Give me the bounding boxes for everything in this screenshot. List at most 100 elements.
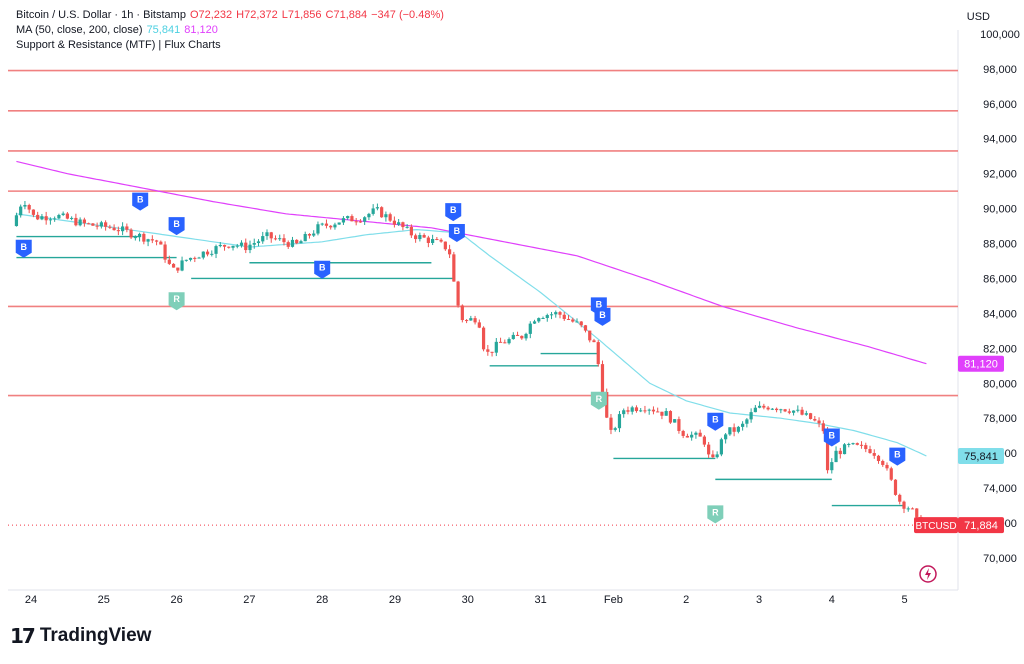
candle-body xyxy=(520,335,524,339)
candle-body xyxy=(129,229,133,238)
candle-body xyxy=(388,214,392,221)
legend-high: H72,372 xyxy=(236,9,278,21)
break-marker[interactable]: B xyxy=(314,260,331,279)
break-marker[interactable]: B xyxy=(168,217,185,236)
break-marker[interactable]: B xyxy=(445,203,462,222)
x-tick-label: 5 xyxy=(902,594,908,606)
candle-body xyxy=(681,430,685,436)
candle-body xyxy=(685,435,690,438)
price-axis-label: 81,120 xyxy=(958,355,1004,372)
candle-body xyxy=(448,249,452,255)
candle-body xyxy=(299,241,303,244)
candle-body xyxy=(715,454,719,458)
price-axis-label-bg xyxy=(958,447,1004,464)
candle-body xyxy=(541,318,545,320)
marker-label: B xyxy=(829,430,836,440)
candle-body xyxy=(613,428,617,430)
candle-body xyxy=(222,244,227,247)
candle-body xyxy=(651,409,656,412)
candle-body xyxy=(851,443,855,445)
legend-ma-row: MA (50, close, 200, close) 75,841 81,120 xyxy=(16,23,448,38)
candle-body xyxy=(791,410,796,413)
candle-body xyxy=(443,241,447,250)
break-marker[interactable]: B xyxy=(594,307,611,326)
candle-body xyxy=(392,220,396,225)
candle-body xyxy=(838,450,842,455)
tradingview-logo-icon: 17 xyxy=(10,624,36,648)
candle-body xyxy=(82,219,86,224)
candle-body xyxy=(758,405,762,408)
candle-body xyxy=(834,450,838,463)
candle-body xyxy=(341,218,346,223)
y-tick-label: 70,000 xyxy=(983,553,1017,565)
candle-body xyxy=(872,453,876,456)
candle-body xyxy=(61,213,65,215)
candle-body xyxy=(910,508,915,510)
tradingview-logo[interactable]: 17 TradingView xyxy=(10,624,151,648)
candle-body xyxy=(749,412,753,420)
candle-body xyxy=(808,413,813,419)
x-tick-label: 28 xyxy=(316,594,328,606)
retest-marker[interactable]: R xyxy=(168,292,185,311)
break-marker[interactable]: B xyxy=(132,192,149,211)
candle-body xyxy=(384,214,388,218)
break-marker[interactable]: B xyxy=(823,428,840,447)
candle-body xyxy=(154,240,159,242)
candle-body xyxy=(719,439,723,455)
retest-marker[interactable]: R xyxy=(590,391,607,410)
candle-body xyxy=(813,418,817,421)
candle-body xyxy=(825,431,830,471)
y-tick-label: 90,000 xyxy=(983,204,1017,216)
candle-body xyxy=(354,221,358,223)
retest-marker[interactable]: R xyxy=(707,505,724,524)
candle-body xyxy=(876,455,881,462)
break-marker[interactable]: B xyxy=(707,412,724,431)
candle-body xyxy=(269,232,273,239)
candle-body xyxy=(532,321,537,324)
candle-body xyxy=(286,242,290,247)
break-marker[interactable]: B xyxy=(448,224,465,243)
price-axis-label-text: 81,120 xyxy=(964,359,998,371)
ma50-line xyxy=(16,213,927,457)
candle-body xyxy=(303,233,307,242)
candle-body xyxy=(511,334,515,340)
candle-body xyxy=(889,468,893,480)
candle-body xyxy=(405,226,409,228)
candle-body xyxy=(515,334,520,336)
candle-body xyxy=(562,314,566,319)
candle-body xyxy=(23,205,27,207)
candle-body xyxy=(329,225,333,228)
candle-body xyxy=(350,216,354,222)
legend-ma200-value: 81,120 xyxy=(184,24,218,36)
y-tick-label: 100,000 xyxy=(980,29,1020,41)
candle-body xyxy=(821,423,825,432)
candle-body xyxy=(745,419,749,424)
marker-shape xyxy=(707,412,724,431)
candle-body xyxy=(464,320,469,322)
candle-body xyxy=(235,245,239,247)
marker-label: B xyxy=(599,310,606,320)
break-marker[interactable]: B xyxy=(889,447,906,466)
candle-body xyxy=(87,223,91,225)
break-marker[interactable]: B xyxy=(15,239,32,258)
candle-body xyxy=(159,241,163,245)
legend-low: L71,856 xyxy=(281,9,322,21)
candle-body xyxy=(193,257,197,259)
candle-body xyxy=(724,434,728,440)
currency-label[interactable]: USD xyxy=(966,11,990,23)
candle-body xyxy=(605,392,609,418)
candle-body xyxy=(893,479,898,495)
candle-body xyxy=(78,219,82,226)
lightning-icon[interactable] xyxy=(919,565,937,583)
candle-body xyxy=(741,423,745,427)
candle-body xyxy=(490,351,494,353)
x-tick-label: 3 xyxy=(756,594,762,606)
marker-shape xyxy=(707,505,724,524)
candle-body xyxy=(456,281,460,306)
candle-body xyxy=(422,235,426,238)
x-tick-label: 25 xyxy=(98,594,110,606)
marker-label: R xyxy=(173,294,180,304)
candle-body xyxy=(656,411,660,413)
candle-body xyxy=(796,409,800,411)
